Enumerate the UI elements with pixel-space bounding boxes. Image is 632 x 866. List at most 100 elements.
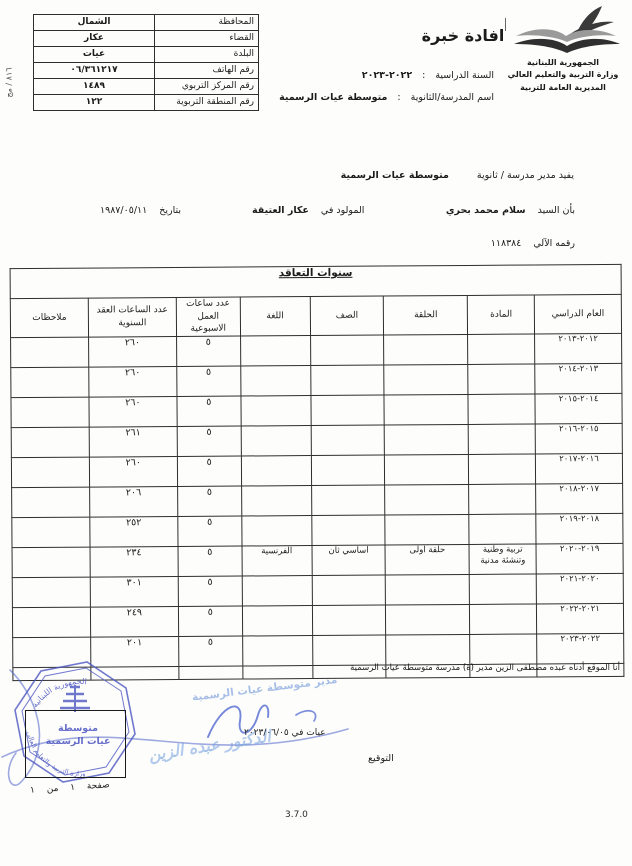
ministry-line-republic: الجمهورية اللبنانية bbox=[526, 58, 600, 67]
academic-year-value: ٢٠٢٢-٢٠٢٣ bbox=[361, 70, 413, 81]
cell-cycle bbox=[385, 514, 470, 545]
cell-language bbox=[240, 425, 311, 456]
cell-year: ٢٠١٣-٢٠١٤ bbox=[534, 363, 622, 394]
info-row: رقم الهاتف ٠٦/٣٦١٢١٧ bbox=[33, 62, 259, 79]
info-label: رقم المركز التربوي bbox=[154, 78, 259, 95]
contract-row: ٢٠١٥-٢٠١٦ ٥ ٢٦١ bbox=[11, 423, 623, 458]
col-header-cycle: الحلقة bbox=[383, 295, 468, 335]
info-value: ١٢٢ bbox=[33, 94, 155, 111]
cell-weekly-hours: ٥ bbox=[177, 455, 242, 487]
ministry-logo-icon bbox=[508, 4, 626, 58]
cell-notes bbox=[10, 366, 89, 398]
cell-cycle bbox=[384, 454, 469, 485]
info-value: عيات bbox=[33, 46, 155, 63]
document-title: افادة خبرة bbox=[421, 26, 505, 45]
cell-cycle bbox=[385, 604, 470, 635]
margin-handwritten-note: ٨١٦ / مج bbox=[4, 67, 14, 98]
academic-year-line: السنة الدراسية:٢٠٢٢-٢٠٢٣ bbox=[362, 70, 494, 81]
place-date-line: عيات في ٢٠٢٣/٠٦/٠٥ bbox=[244, 728, 326, 738]
colon: : bbox=[422, 70, 426, 81]
cell-language bbox=[242, 605, 313, 636]
info-label: القضاء bbox=[154, 30, 259, 47]
cell-annual-hours: ٢٤٩ bbox=[90, 606, 179, 637]
contract-row: ٢٠١٩-٢٠٢٠ تربية وطنية وتنشئة مدنية حلقة او… bbox=[12, 543, 624, 578]
cell-subject: تربية وطنية وتنشئة مدنية bbox=[469, 543, 537, 575]
born-in-label: المولود في bbox=[320, 205, 365, 216]
contract-row: ٢٠١٢-٢٠١٣ ٥ ٢٦٠ bbox=[10, 333, 622, 368]
info-value: ٠٦/٣٦١٢١٧ bbox=[33, 62, 155, 79]
birthdate-line: بتاريخ ١٩٨٧/٠٥/١١ bbox=[100, 205, 181, 216]
signature-label: التوقيع bbox=[368, 753, 394, 764]
ministry-line-directorate: المديرية العامة للتربية bbox=[520, 82, 606, 92]
cell-cycle bbox=[385, 574, 470, 605]
col-header-class: الصف bbox=[309, 296, 384, 336]
date-label: بتاريخ bbox=[159, 205, 182, 216]
cell-subject bbox=[468, 363, 536, 395]
cell-subject bbox=[468, 423, 536, 455]
cell-year: ٢٠٢٢-٢٠٢٣ bbox=[536, 633, 624, 664]
info-row: رقم المركز التربوي ١٤٨٩ bbox=[33, 78, 259, 95]
cell-class bbox=[310, 364, 385, 396]
cell-annual-hours: ٢٠٦ bbox=[89, 486, 178, 517]
info-row: المحافظة الشمال bbox=[33, 14, 259, 31]
contract-row: ٢٠١٧-٢٠١٨ ٥ ٢٠٦ bbox=[11, 483, 623, 518]
cell-notes bbox=[11, 456, 90, 488]
scan-artifact-line bbox=[505, 18, 506, 31]
cell-cycle bbox=[384, 394, 469, 425]
stamp-center-line1: متوسطة bbox=[58, 723, 98, 734]
cell-year: ٢٠٢١-٢٠٢٢ bbox=[536, 603, 624, 634]
cell-weekly-hours: ٥ bbox=[177, 485, 242, 517]
id-label: رقمه الآلي bbox=[533, 238, 575, 249]
cell-annual-hours: ٢٦٠ bbox=[88, 396, 177, 427]
id-number-line: رقمه الآلي ١١٨٣٨٤ bbox=[491, 238, 575, 249]
col-header-year: العام الدراسي bbox=[534, 294, 622, 334]
certifies-line: يفيد مدير مدرسة / ثانوية متوسطة عيات الرس… bbox=[341, 170, 574, 181]
person-name: سلام محمد بحري bbox=[445, 205, 526, 216]
info-row: البلدة عيات bbox=[33, 46, 259, 63]
cell-notes bbox=[11, 486, 90, 518]
cell-notes bbox=[10, 336, 89, 368]
cell-annual-hours: ٢٦٠ bbox=[88, 366, 177, 397]
cell-annual-hours: ٢٥٢ bbox=[89, 516, 178, 547]
cell-language: الفرنسية bbox=[241, 545, 312, 576]
cell-cycle bbox=[386, 634, 471, 665]
col-header-annual-hours: عدد الساعات العقد السنوية bbox=[88, 297, 177, 337]
academic-year-label: السنة الدراسية bbox=[435, 70, 494, 81]
cell-year: ٢٠٢٠-٢٠٢١ bbox=[536, 573, 624, 604]
cell-weekly-hours: ٥ bbox=[177, 515, 242, 547]
cell-notes bbox=[10, 396, 90, 428]
cell-cycle: حلقة اولى bbox=[385, 544, 470, 575]
cell-class bbox=[310, 394, 385, 426]
col-header-language: اللغة bbox=[239, 296, 311, 336]
school-name-label: اسم المدرسة/الثانوية bbox=[410, 92, 494, 103]
cell-notes bbox=[11, 426, 90, 458]
cell-annual-hours: ٢٦١ bbox=[89, 426, 178, 457]
mr-label: بأن السيد bbox=[537, 205, 575, 216]
cell-language bbox=[240, 335, 311, 366]
col-header-subject: المادة bbox=[467, 294, 535, 335]
cell-class bbox=[311, 484, 386, 516]
cell-class bbox=[311, 574, 386, 606]
cell-cycle bbox=[384, 424, 469, 455]
cell-language bbox=[240, 395, 311, 426]
school-name-line: اسم المدرسة/الثانوية: متوسطة عيات الرسمية bbox=[279, 92, 494, 103]
cell-year: ٢٠١٩-٢٠٢٠ bbox=[536, 543, 624, 574]
birthplace-value: عكار العتيقة bbox=[252, 205, 309, 216]
info-value: ١٤٨٩ bbox=[33, 78, 155, 95]
cell-annual-hours: ٣٠١ bbox=[90, 576, 179, 607]
cell-weekly-hours: ٥ bbox=[176, 425, 242, 457]
declaration-text: أنا الموقع أدناه عبده مصطفى الزين مدير (… bbox=[350, 663, 620, 673]
version-number: 3.7.0 bbox=[285, 810, 308, 820]
cell-class bbox=[310, 454, 386, 486]
cell-weekly-hours: ٥ bbox=[177, 545, 242, 577]
col-header-weekly-hours: عدد ساعات العمل الاسبوعية bbox=[176, 297, 241, 337]
school-name-value: متوسطة عيات الرسمية bbox=[279, 92, 388, 103]
black-overlay-rectangle bbox=[25, 710, 126, 778]
cell-notes bbox=[12, 576, 91, 608]
cell-language bbox=[241, 575, 313, 606]
contract-row: ٢٠١٤-٢٠١٥ ٥ ٢٦٠ bbox=[10, 393, 623, 428]
contract-row: ٢٠١٣-٢٠١٤ ٥ ٢٦٠ bbox=[10, 363, 622, 398]
contract-table-header-row: العام الدراسي المادة الحلقة الصف اللغة ع… bbox=[10, 294, 622, 338]
cell-notes bbox=[11, 516, 90, 548]
contract-table-title: سنوات التعاقد bbox=[10, 264, 622, 299]
